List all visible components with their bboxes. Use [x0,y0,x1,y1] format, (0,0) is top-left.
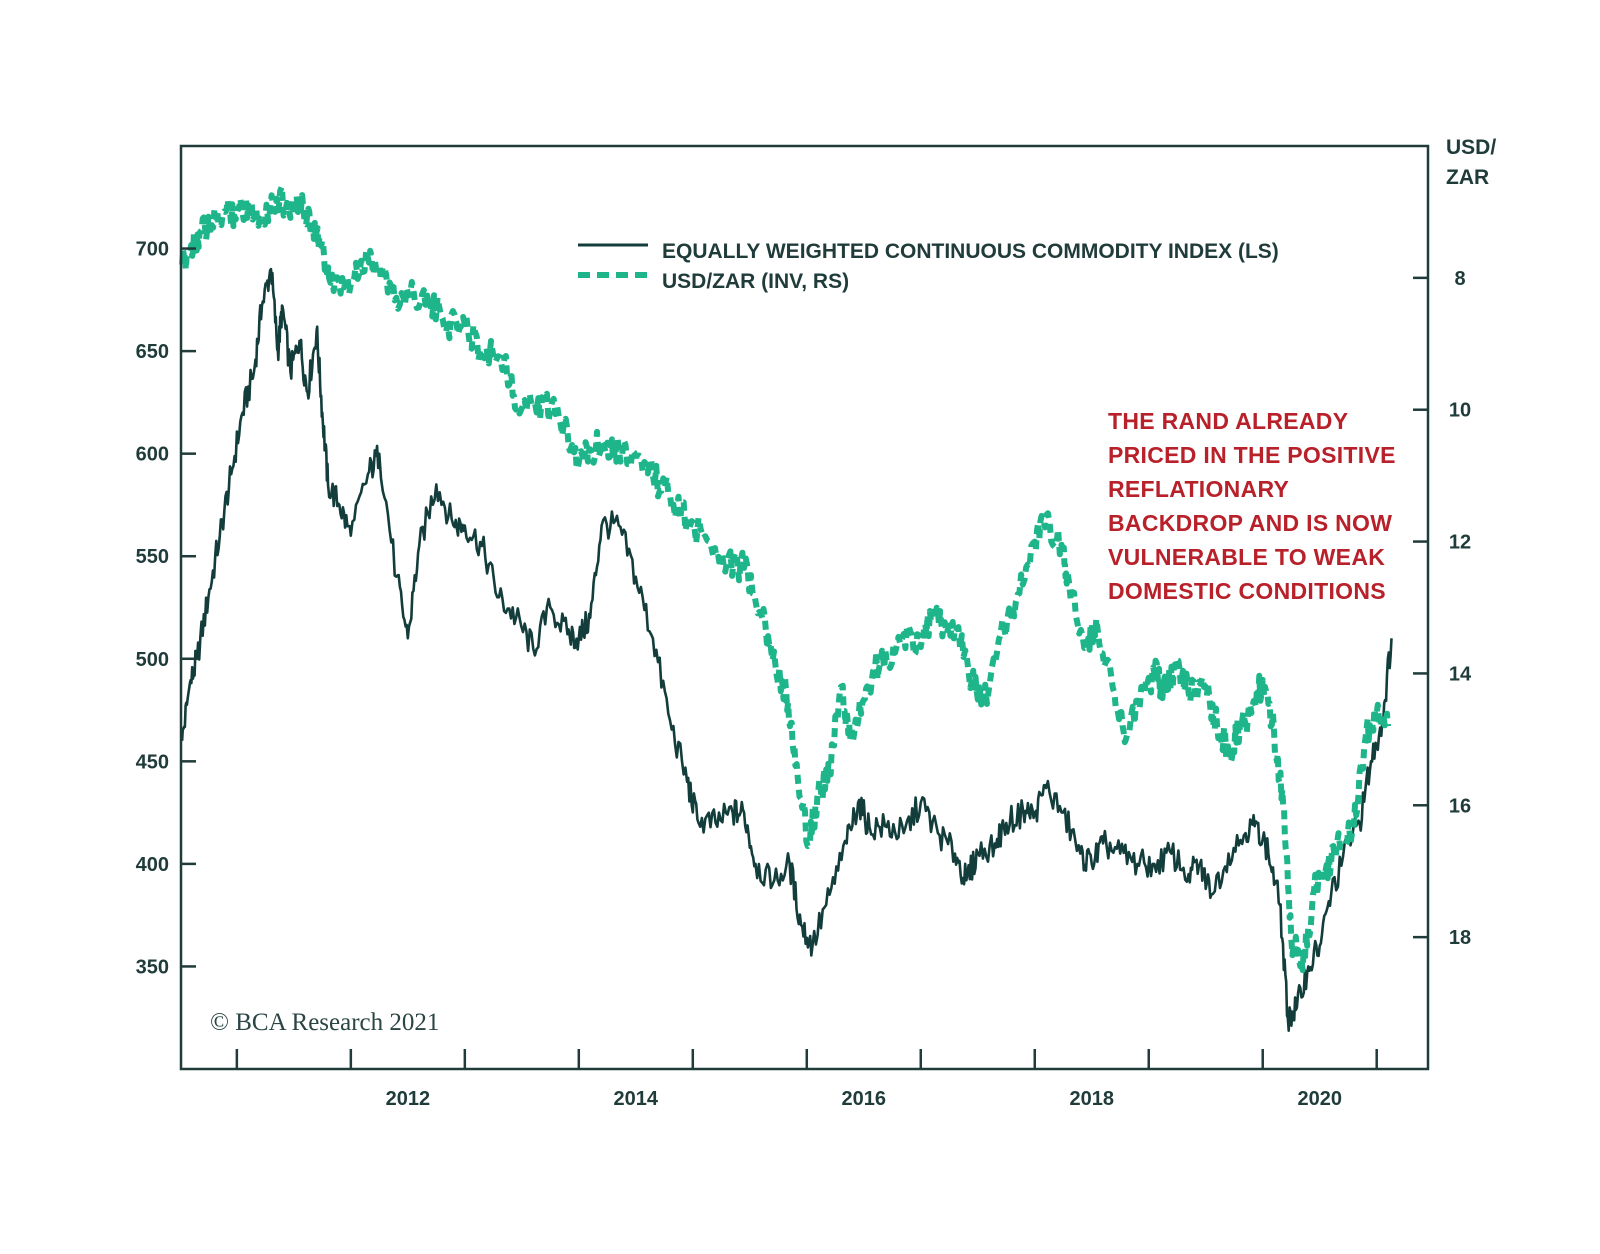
left-tick-label: 650 [136,341,169,363]
annotation-line: VULNERABLE TO WEAK [1108,544,1385,570]
right-tick-label: 16 [1449,795,1471,817]
right-tick-label: 8 [1454,268,1465,290]
right-axis: 8 10 12 14 16 18 [1413,268,1472,949]
left-tick-label: 500 [136,649,169,671]
annotation-line: REFLATIONARY [1108,476,1289,502]
plot-frame [179,144,1430,1071]
left-axis: 350 400 450 500 550 600 650 700 [136,239,196,978]
annotation-line: BACKDROP AND IS NOW [1108,510,1392,536]
annotation-line: THE RAND ALREADY [1108,408,1348,434]
annotation-line: DOMESTIC CONDITIONS [1108,578,1386,604]
series-layer [179,183,1393,1032]
left-tick-label: 400 [136,854,169,876]
x-tick-label: 2012 [386,1088,431,1110]
left-tick-label: 700 [136,239,169,261]
left-tick-label: 450 [136,751,169,773]
legend-label-usdzar: USD/ZAR (INV, RS) [662,270,849,293]
right-tick-label: 12 [1449,532,1471,554]
x-tick-label: 2014 [614,1088,659,1110]
series-line-usdzar [179,183,1392,974]
left-tick-label: 600 [136,444,169,466]
copyright-source: © BCA Research 2021 [210,1009,439,1036]
x-tick-label: 2016 [842,1088,887,1110]
left-tick-label: 550 [136,546,169,568]
right-axis-unit-line2: ZAR [1446,166,1489,189]
legend-label-commodity: EQUALLY WEIGHTED CONTINUOUS COMMODITY IN… [662,240,1279,263]
right-tick-label: 10 [1449,400,1471,422]
x-axis: 2012 2014 2016 2018 2020 [235,1049,1378,1110]
right-axis-unit-line1: USD/ [1446,136,1496,159]
x-tick-label: 2018 [1069,1088,1114,1110]
right-tick-label: 18 [1449,927,1471,949]
right-tick-label: 14 [1449,663,1472,685]
x-tick-label: 2020 [1297,1088,1342,1110]
series-line-commodity-index [180,267,1393,1032]
legend: EQUALLY WEIGHTED CONTINUOUS COMMODITY IN… [578,240,1279,293]
left-tick-label: 350 [136,956,169,978]
annotation: THE RAND ALREADY PRICED IN THE POSITIVE … [1108,408,1396,604]
annotation-line: PRICED IN THE POSITIVE [1108,442,1396,468]
